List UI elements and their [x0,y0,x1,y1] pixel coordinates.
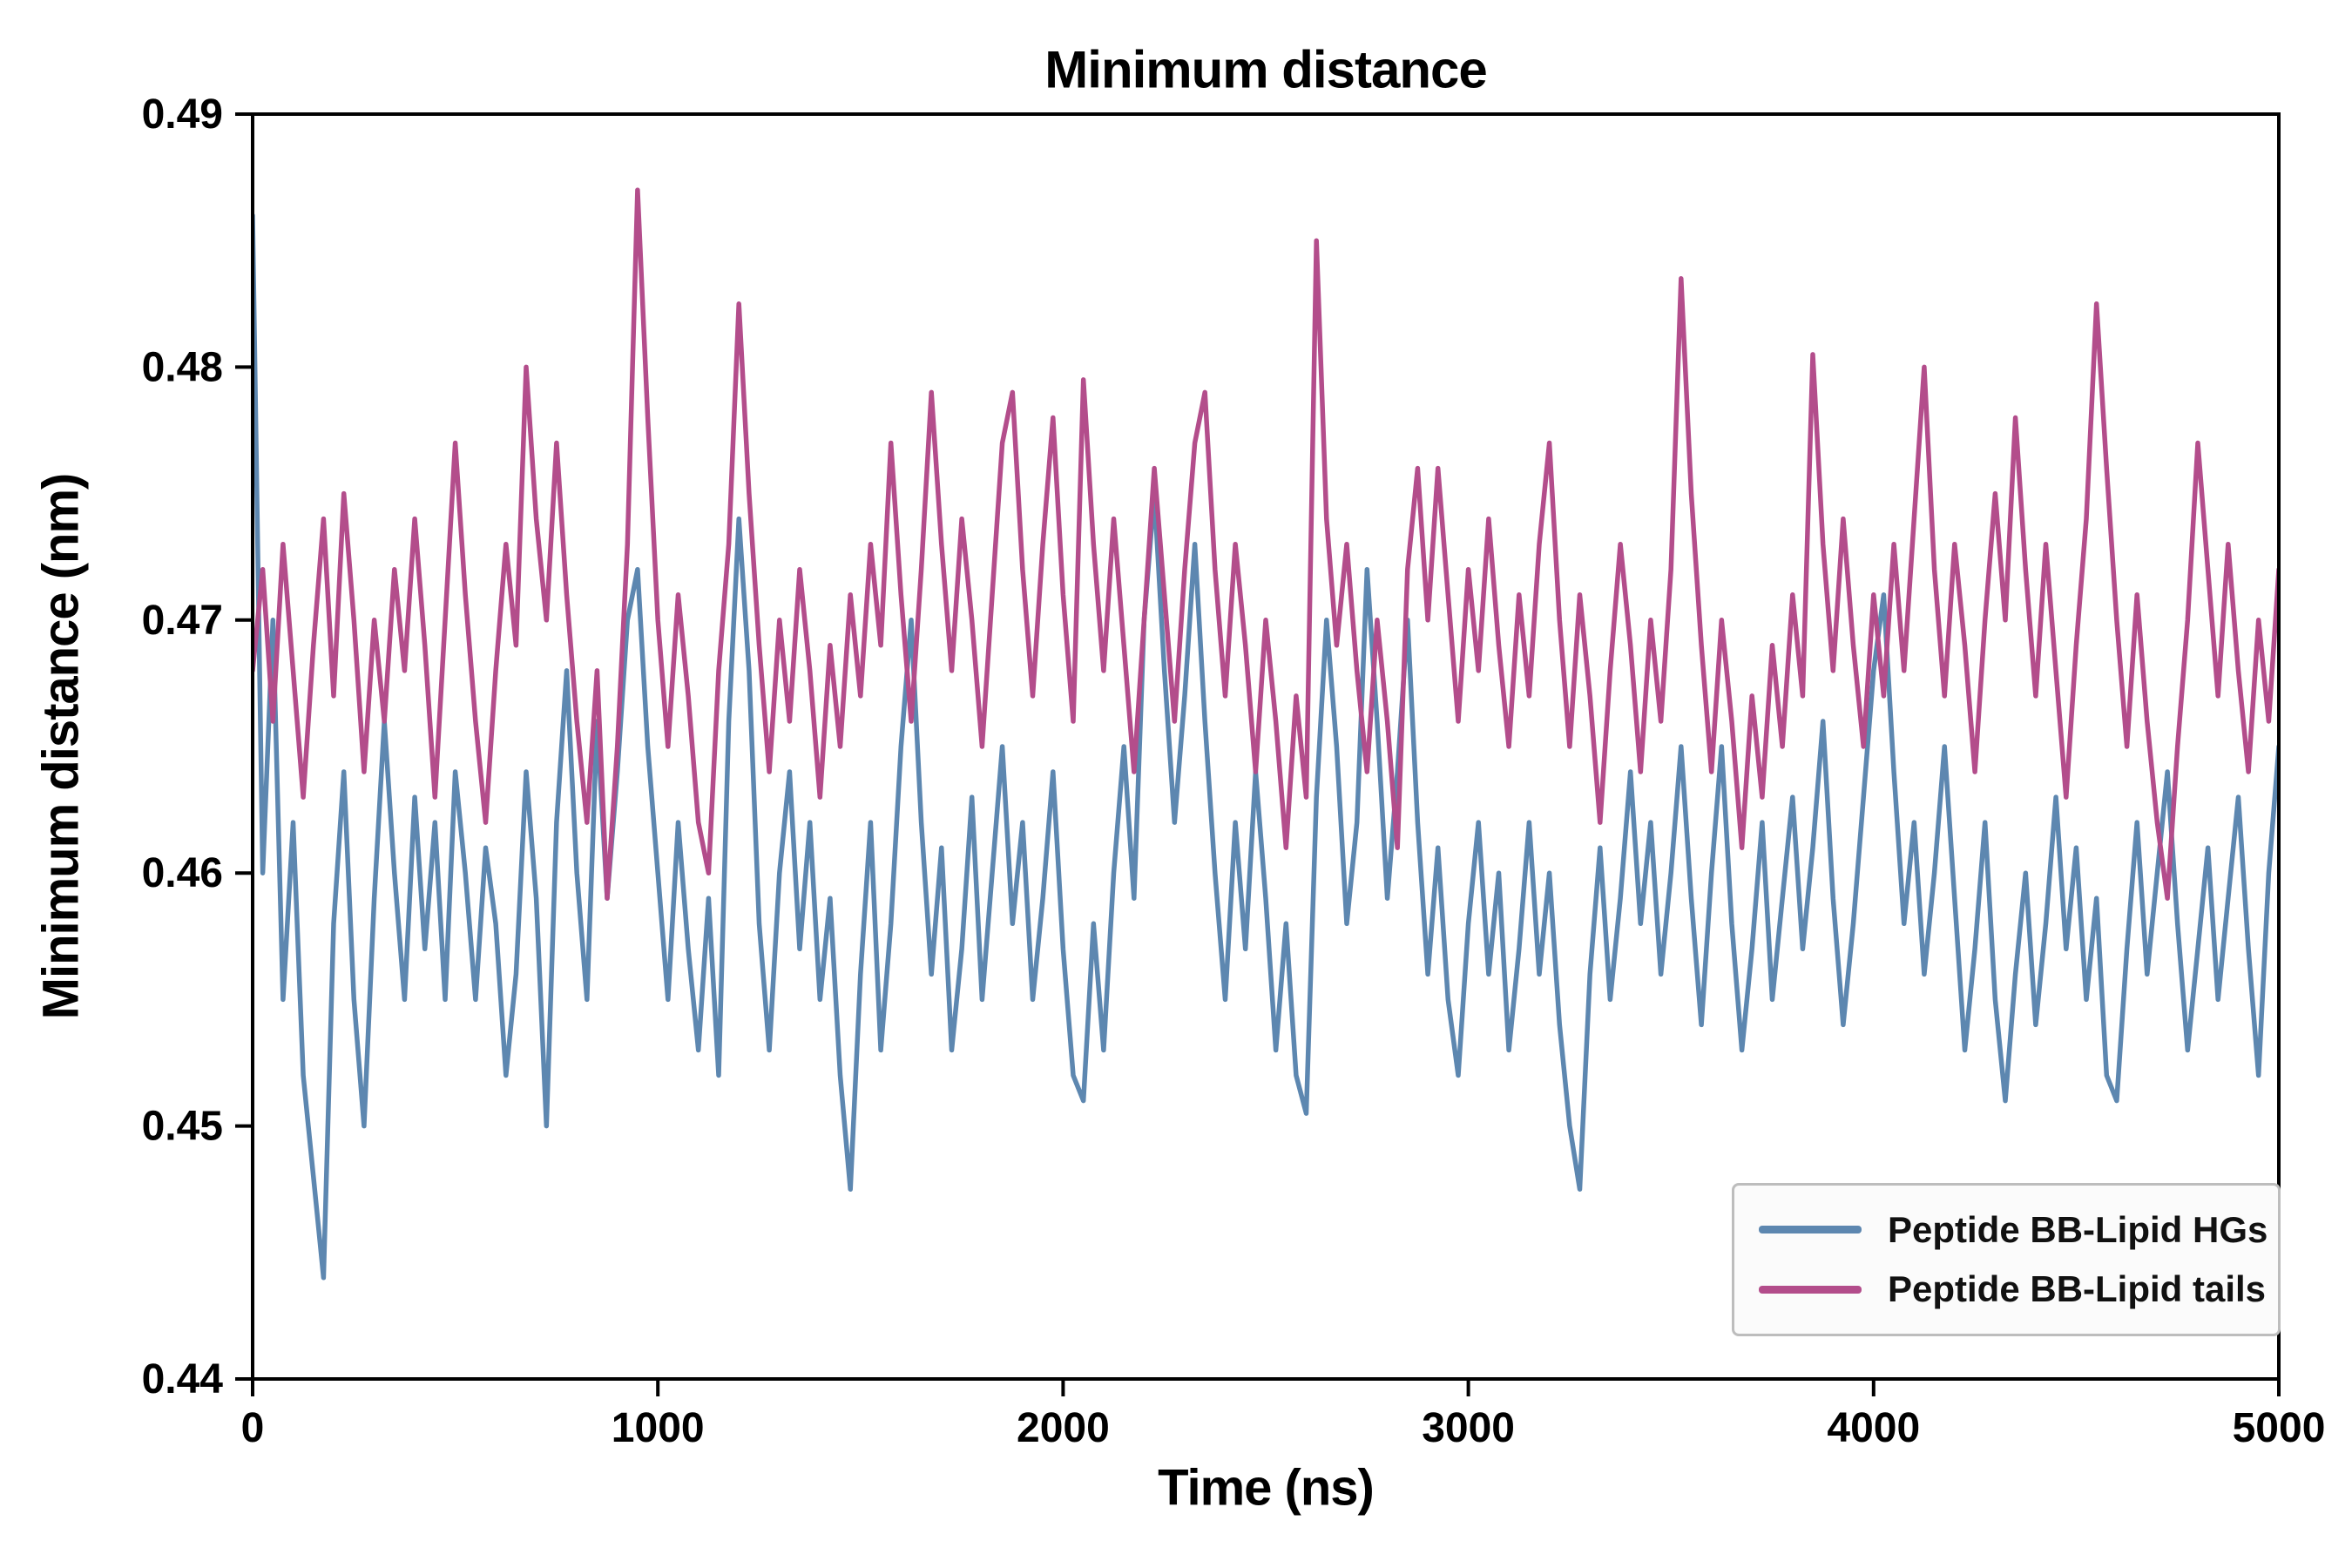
chart-title: Minimum distance [1044,40,1487,99]
legend-entry-tails: Peptide BB-Lipid tails [1759,1268,2266,1310]
axes-frame [251,112,2281,1381]
y-tick-label: 0.46 [142,850,223,896]
y-tick-label: 0.47 [142,598,223,644]
x-tick-label: 3000 [1422,1405,1515,1451]
series-line-1 [253,187,2279,901]
x-tick-label: 5000 [2233,1405,2326,1451]
x-tick-label: 2000 [1017,1405,1110,1451]
x-tick-label: 1000 [612,1405,705,1451]
x-tick-label: 0 [241,1405,265,1451]
legend-label-tails: Peptide BB-Lipid tails [1888,1268,2267,1310]
y-axis-label: Minimum distance (nm) [32,473,90,1020]
series-lines [253,187,2279,1281]
legend: Peptide BB-Lipid HGs Peptide BB-Lipid ta… [1732,1183,2281,1336]
series-line-0 [253,213,2279,1281]
legend-line-swatch-pink [1759,1285,1862,1294]
y-tick-label: 0.45 [142,1104,223,1150]
y-tick-label: 0.44 [142,1356,224,1402]
y-tick-label: 0.48 [142,344,223,390]
legend-line-swatch-blue [1759,1226,1862,1234]
x-axis-label: Time (ns) [1158,1459,1375,1517]
y-tick-label: 0.49 [142,91,223,138]
x-tick-label: 4000 [1827,1405,1920,1451]
legend-entry-hgs: Peptide BB-Lipid HGs [1759,1209,2268,1251]
legend-label-hgs: Peptide BB-Lipid HGs [1888,1208,2268,1250]
